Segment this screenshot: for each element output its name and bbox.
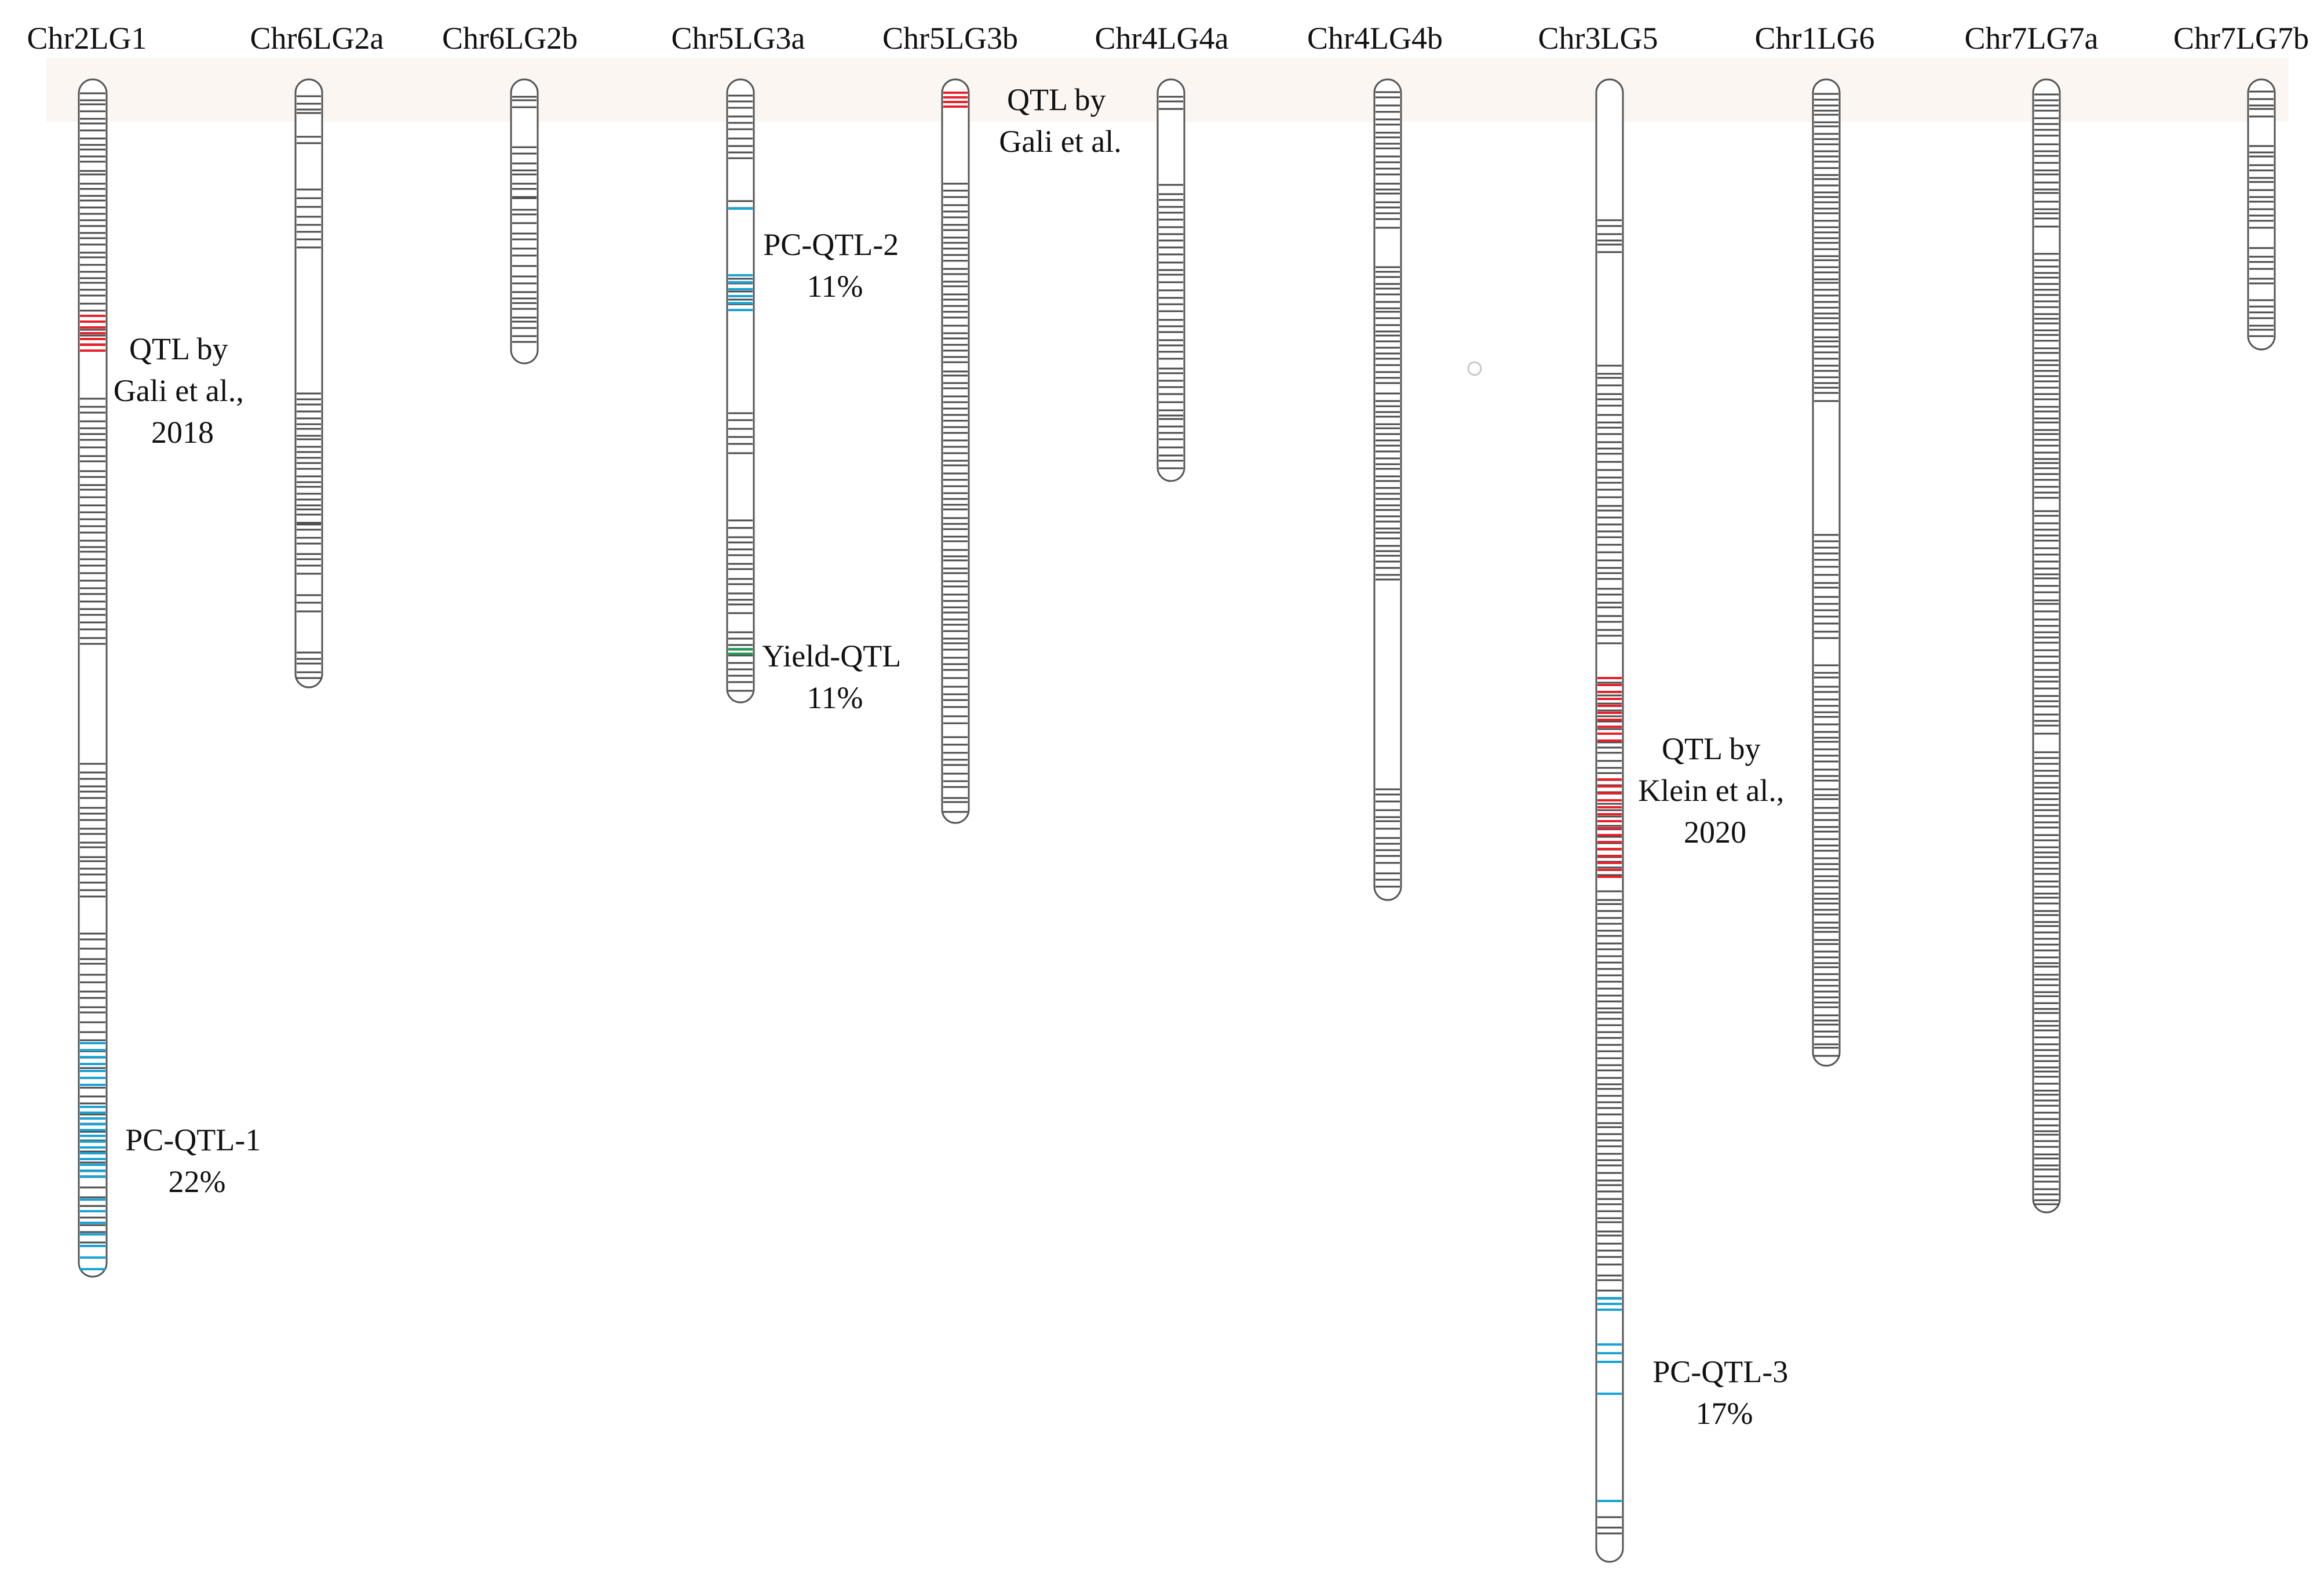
lg-label-chr6lg2a: Chr6LG2a bbox=[250, 21, 384, 56]
chromosome-bar-chr5lg3a bbox=[726, 78, 755, 704]
chromosome-outline bbox=[2032, 78, 2061, 1214]
annot-pc-qtl-2: PC-QTL-2 11% bbox=[763, 227, 906, 304]
chromosome-bar-chr1lg6 bbox=[1812, 78, 1841, 1067]
annot-qtl-klein-2020: QTL by Klein et al., 2020 bbox=[1638, 731, 1792, 850]
chromosome-bar-chr7lg7b bbox=[2247, 78, 2276, 351]
chromosome-outline bbox=[1156, 78, 1185, 482]
lg-label-chr2lg1: Chr2LG1 bbox=[27, 21, 147, 56]
annot-qtl-gali-2018: QTL by Gali et al., 2018 bbox=[114, 331, 251, 450]
chromosome-bar-chr6lg2a bbox=[294, 78, 323, 688]
annot-pc-qtl-1: PC-QTL-1 22% bbox=[125, 1123, 268, 1199]
lg-label-chr4lg4a: Chr4LG4a bbox=[1095, 21, 1229, 56]
chromosome-bar-chr3lg5 bbox=[1595, 78, 1624, 1563]
chromosome-bar-chr4lg4a bbox=[1156, 78, 1185, 482]
lg-label-chr5lg3b: Chr5LG3b bbox=[882, 21, 1018, 56]
lg-label-chr3lg5: Chr3LG5 bbox=[1538, 21, 1658, 56]
chromosome-bar-chr2lg1 bbox=[78, 78, 108, 1278]
artifact-dot bbox=[1467, 361, 1482, 376]
lg-label-chr7lg7b: Chr7LG7b bbox=[2173, 21, 2309, 56]
annot-pc-qtl-3: PC-QTL-3 17% bbox=[1652, 1354, 1796, 1431]
annot-qtl-gali: QTL by Gali et al. bbox=[999, 82, 1121, 159]
chromosome-outline bbox=[726, 78, 755, 704]
chromosome-outline bbox=[941, 78, 970, 824]
lg-label-chr5lg3a: Chr5LG3a bbox=[672, 21, 805, 56]
chromosome-outline bbox=[2247, 78, 2276, 351]
chromosome-outline bbox=[294, 78, 323, 688]
chromosome-bar-chr7lg7a bbox=[2032, 78, 2061, 1214]
lg-label-chr1lg6: Chr1LG6 bbox=[1755, 21, 1875, 56]
chromosome-bar-chr4lg4b bbox=[1373, 78, 1402, 901]
annot-yield-qtl: Yield-QTL 11% bbox=[762, 639, 907, 715]
lg-label-chr6lg2b: Chr6LG2b bbox=[442, 21, 578, 56]
chromosome-bar-chr6lg2b bbox=[510, 78, 539, 365]
chromosome-outline bbox=[78, 78, 108, 1278]
lg-label-chr4lg4b: Chr4LG4b bbox=[1307, 21, 1443, 56]
lg-label-chr7lg7a: Chr7LG7a bbox=[1965, 21, 2099, 56]
chromosome-bar-chr5lg3b bbox=[941, 78, 970, 824]
